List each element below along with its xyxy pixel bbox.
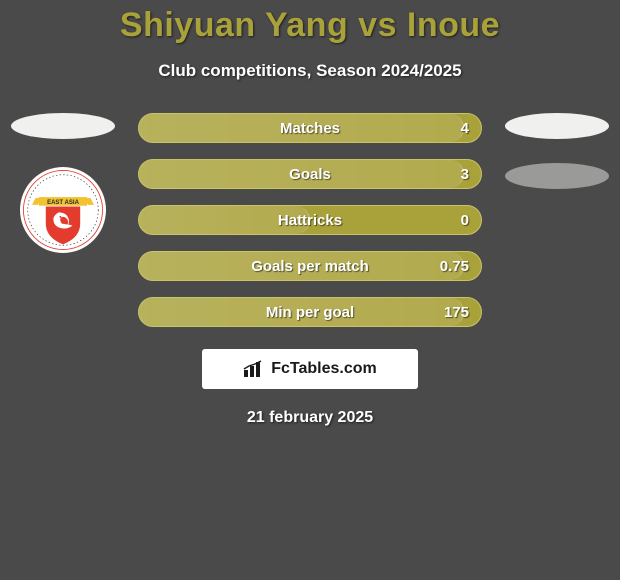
stat-value: 0.75 [440,252,469,282]
stat-value: 0 [461,206,469,236]
right-player-column [502,113,612,189]
stat-label: Matches [139,114,481,144]
badge-banner-text: EAST ASIA [47,200,80,206]
footer-date: 21 february 2025 [0,409,620,427]
stat-row-hattricks: Hattricks 0 [138,205,482,235]
stat-value: 175 [444,298,469,328]
stat-row-goals: Goals 3 [138,159,482,189]
page-title: Shiyuan Yang vs Inoue [0,0,620,45]
club-badge-svg: EAST ASIA [20,167,106,253]
left-club-badge: EAST ASIA [20,167,106,253]
left-player-ellipse [11,113,115,139]
right-player-ellipse-1 [505,113,609,139]
attribution-badge[interactable]: FcTables.com [202,349,418,389]
stat-label: Hattricks [139,206,481,236]
page-subtitle: Club competitions, Season 2024/2025 [0,61,620,81]
left-player-column: EAST ASIA [8,113,118,253]
right-player-ellipse-2 [505,163,609,189]
stat-value: 4 [461,114,469,144]
stat-label: Min per goal [139,298,481,328]
bar-chart-icon [243,360,265,378]
stat-row-matches: Matches 4 [138,113,482,143]
stats-bars: Matches 4 Goals 3 Hattricks 0 Goals per … [138,113,482,343]
stat-row-gpm: Goals per match 0.75 [138,251,482,281]
stat-row-mpg: Min per goal 175 [138,297,482,327]
stat-label: Goals per match [139,252,481,282]
content-area: EAST ASIA Matches 4 Goals [0,113,620,343]
attribution-text: FcTables.com [271,360,377,378]
stat-label: Goals [139,160,481,190]
comparison-infographic: Shiyuan Yang vs Inoue Club competitions,… [0,0,620,580]
stat-value: 3 [461,160,469,190]
